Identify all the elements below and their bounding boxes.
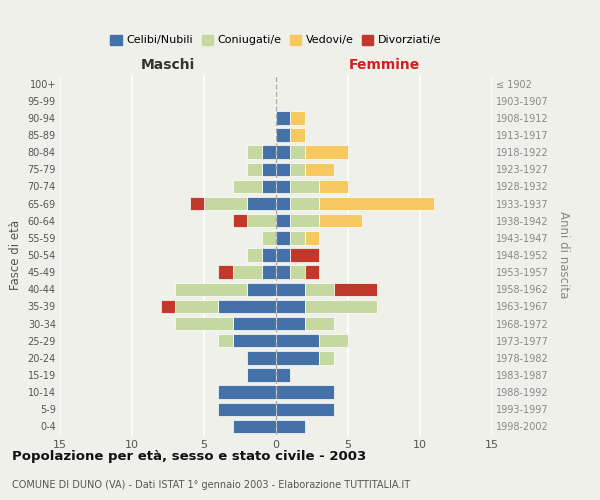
Bar — [247, 162, 262, 176]
Bar — [319, 351, 334, 364]
Bar — [305, 282, 334, 296]
Bar — [276, 214, 290, 228]
Bar — [233, 420, 276, 433]
Bar — [190, 197, 204, 210]
Bar — [276, 266, 290, 279]
Bar — [247, 146, 262, 159]
Bar — [276, 146, 290, 159]
Bar — [276, 162, 290, 176]
Bar — [305, 162, 334, 176]
Bar — [276, 386, 334, 399]
Bar — [247, 248, 262, 262]
Bar — [233, 214, 247, 228]
Bar — [290, 231, 305, 244]
Bar — [334, 282, 377, 296]
Bar — [290, 111, 305, 124]
Bar — [218, 300, 276, 313]
Y-axis label: Fasce di età: Fasce di età — [9, 220, 22, 290]
Bar — [290, 180, 319, 193]
Bar — [262, 162, 276, 176]
Bar — [204, 197, 247, 210]
Bar — [175, 317, 233, 330]
Bar — [262, 248, 276, 262]
Bar — [276, 300, 305, 313]
Legend: Celibi/Nubili, Coniugati/e, Vedovi/e, Divorziati/e: Celibi/Nubili, Coniugati/e, Vedovi/e, Di… — [106, 30, 446, 50]
Bar — [276, 231, 290, 244]
Bar — [218, 266, 233, 279]
Bar — [276, 282, 305, 296]
Bar — [319, 214, 362, 228]
Bar — [276, 180, 290, 193]
Bar — [305, 300, 377, 313]
Bar — [290, 162, 305, 176]
Bar — [290, 128, 305, 141]
Text: Femmine: Femmine — [349, 58, 419, 71]
Text: Popolazione per età, sesso e stato civile - 2003: Popolazione per età, sesso e stato civil… — [12, 450, 366, 463]
Bar — [233, 266, 262, 279]
Bar — [319, 197, 434, 210]
Bar — [175, 282, 247, 296]
Bar — [276, 368, 290, 382]
Bar — [247, 368, 276, 382]
Bar — [290, 266, 305, 279]
Bar — [247, 214, 276, 228]
Bar — [276, 111, 290, 124]
Bar — [247, 282, 276, 296]
Bar — [276, 420, 305, 433]
Bar — [276, 317, 305, 330]
Bar — [247, 351, 276, 364]
Bar — [233, 180, 262, 193]
Bar — [276, 334, 319, 347]
Bar — [290, 214, 319, 228]
Bar — [218, 386, 276, 399]
Bar — [161, 300, 175, 313]
Bar — [262, 231, 276, 244]
Text: COMUNE DI DUNO (VA) - Dati ISTAT 1° gennaio 2003 - Elaborazione TUTTITALIA.IT: COMUNE DI DUNO (VA) - Dati ISTAT 1° genn… — [12, 480, 410, 490]
Bar — [233, 334, 276, 347]
Bar — [305, 146, 348, 159]
Bar — [247, 197, 276, 210]
Text: Maschi: Maschi — [141, 58, 195, 71]
Bar — [290, 197, 319, 210]
Bar — [262, 266, 276, 279]
Bar — [290, 248, 319, 262]
Bar — [262, 146, 276, 159]
Bar — [276, 402, 334, 416]
Bar — [262, 180, 276, 193]
Bar — [218, 402, 276, 416]
Bar — [218, 334, 233, 347]
Y-axis label: Anni di nascita: Anni di nascita — [557, 212, 571, 298]
Bar — [319, 180, 348, 193]
Bar — [290, 146, 305, 159]
Bar — [276, 197, 290, 210]
Bar — [305, 317, 334, 330]
Bar — [175, 300, 218, 313]
Bar — [233, 317, 276, 330]
Bar — [319, 334, 348, 347]
Bar — [305, 266, 319, 279]
Bar — [276, 128, 290, 141]
Bar — [276, 351, 319, 364]
Bar — [276, 248, 290, 262]
Bar — [305, 231, 319, 244]
